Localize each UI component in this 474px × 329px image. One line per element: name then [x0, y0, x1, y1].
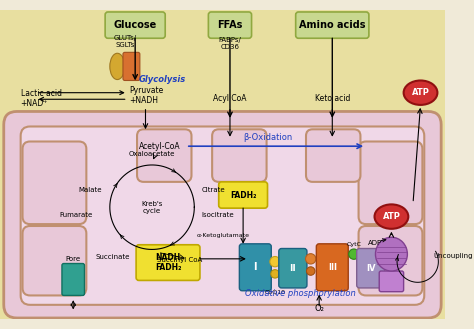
- Text: I: I: [254, 262, 257, 272]
- Text: Lactic acid
+NAD⁺: Lactic acid +NAD⁺: [21, 89, 62, 108]
- FancyBboxPatch shape: [4, 112, 441, 318]
- Text: Isocitrate: Isocitrate: [202, 212, 235, 218]
- Text: II: II: [290, 264, 296, 273]
- FancyBboxPatch shape: [0, 4, 450, 324]
- Text: ADP: ADP: [368, 240, 383, 246]
- Text: Acetyl-CoA: Acetyl-CoA: [139, 142, 181, 151]
- FancyBboxPatch shape: [379, 271, 404, 292]
- FancyBboxPatch shape: [209, 12, 252, 38]
- Text: Oxaloacetate: Oxaloacetate: [129, 151, 175, 158]
- FancyBboxPatch shape: [23, 141, 86, 224]
- Text: Amino acids: Amino acids: [299, 20, 365, 30]
- Text: Glycolysis: Glycolysis: [139, 75, 186, 84]
- Circle shape: [306, 254, 316, 264]
- Text: Malate: Malate: [79, 187, 102, 193]
- FancyBboxPatch shape: [212, 129, 266, 182]
- FancyBboxPatch shape: [23, 226, 86, 295]
- FancyBboxPatch shape: [137, 129, 191, 182]
- FancyBboxPatch shape: [358, 141, 422, 224]
- Text: FABPs/
CD36: FABPs/ CD36: [219, 38, 241, 50]
- FancyBboxPatch shape: [306, 129, 360, 182]
- FancyBboxPatch shape: [279, 248, 307, 288]
- Circle shape: [270, 257, 280, 267]
- Text: ATP: ATP: [383, 212, 401, 221]
- Text: GLUTs/
SGLTs: GLUTs/ SGLTs: [113, 35, 137, 48]
- FancyBboxPatch shape: [358, 226, 422, 295]
- Text: Keto acid: Keto acid: [315, 94, 350, 103]
- Circle shape: [307, 267, 315, 275]
- Text: CytC: CytC: [346, 241, 361, 247]
- Text: CoQ10: CoQ10: [264, 289, 285, 294]
- Ellipse shape: [375, 237, 407, 271]
- Circle shape: [271, 270, 279, 278]
- FancyBboxPatch shape: [21, 126, 424, 305]
- FancyBboxPatch shape: [219, 182, 267, 208]
- Text: FADH₂: FADH₂: [230, 190, 256, 199]
- Text: FFAs: FFAs: [217, 20, 243, 30]
- FancyBboxPatch shape: [239, 244, 271, 291]
- Text: III: III: [328, 263, 337, 272]
- Text: Succinyl CoA: Succinyl CoA: [157, 257, 202, 263]
- Text: Glucose: Glucose: [114, 20, 157, 30]
- FancyBboxPatch shape: [136, 245, 200, 280]
- Text: IV: IV: [366, 264, 375, 273]
- Text: Uncoupling: Uncoupling: [434, 253, 473, 259]
- Text: NADH
FADH₂: NADH FADH₂: [155, 253, 181, 272]
- Text: Citrate: Citrate: [202, 187, 226, 193]
- Ellipse shape: [404, 81, 438, 105]
- Text: Fumarate: Fumarate: [60, 212, 93, 218]
- Ellipse shape: [110, 53, 125, 80]
- Text: Pore: Pore: [66, 256, 81, 262]
- Text: β-Oxidation: β-Oxidation: [243, 133, 292, 141]
- Text: Kreb's
cycle: Kreb's cycle: [141, 201, 163, 214]
- FancyBboxPatch shape: [123, 52, 140, 81]
- FancyBboxPatch shape: [296, 12, 369, 38]
- Text: α-Ketoglutamate: α-Ketoglutamate: [197, 233, 250, 238]
- Text: Oxidative phosphorylation: Oxidative phosphorylation: [245, 289, 356, 298]
- FancyBboxPatch shape: [62, 264, 84, 295]
- Text: Succinate: Succinate: [96, 254, 130, 260]
- FancyBboxPatch shape: [316, 244, 348, 291]
- Text: Pyruvate
+NADH: Pyruvate +NADH: [129, 86, 164, 105]
- FancyBboxPatch shape: [357, 248, 385, 288]
- Ellipse shape: [374, 204, 408, 229]
- Circle shape: [349, 249, 359, 259]
- Text: ATP: ATP: [411, 88, 429, 97]
- Text: Acyl CoA: Acyl CoA: [213, 94, 247, 103]
- FancyBboxPatch shape: [105, 12, 165, 38]
- Text: O₂: O₂: [314, 304, 324, 313]
